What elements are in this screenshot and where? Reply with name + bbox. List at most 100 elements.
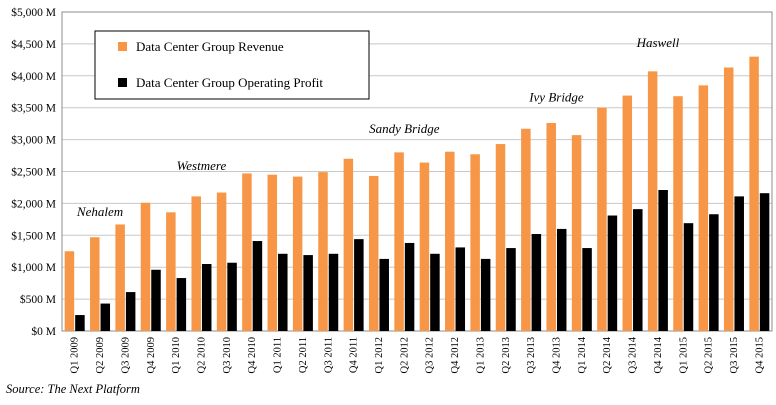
y-tick-label: $0 M [31, 325, 56, 338]
operating-profit-bar [430, 253, 440, 331]
revenue-bar [495, 144, 506, 331]
x-tick-label: Q4 2015 [754, 337, 765, 373]
revenue-bar [445, 151, 455, 331]
operating-profit-bar [683, 223, 694, 331]
x-tick-label: Q4 2010 [247, 337, 258, 373]
x-tick-label: Q2 2010 [196, 337, 207, 373]
x-tick-label: Q2 2015 [704, 337, 715, 373]
operating-profit-bar [75, 315, 85, 331]
operating-profit-bar [379, 258, 389, 331]
x-tick-label: Q3 2015 [729, 337, 740, 373]
source-note: Source: The Next Platform [6, 382, 140, 396]
x-tick-label: Q3 2010 [222, 337, 233, 373]
operating-profit-bar [328, 253, 339, 331]
revenue-bar [673, 96, 683, 331]
x-tick-label: Q3 2011 [323, 337, 334, 373]
y-tick-label: $1,000 M [11, 261, 56, 274]
revenue-bar [394, 152, 404, 331]
revenue-bar [698, 85, 709, 332]
operating-profit-bar [303, 255, 313, 331]
y-tick-label: $4,000 M [11, 70, 56, 83]
x-tick-label: Q3 2014 [628, 336, 639, 373]
x-tick-label: Q1 2012 [374, 337, 385, 373]
revenue-bar [597, 107, 607, 331]
revenue-bar [242, 173, 252, 331]
revenue-bar [140, 202, 151, 331]
operating-profit-bar [455, 247, 466, 331]
x-tick-label: Q2 2009 [95, 337, 106, 373]
operating-profit-bar [506, 248, 516, 331]
plot-border [61, 11, 773, 332]
revenue-bar [546, 123, 556, 332]
revenue-bar [419, 162, 430, 331]
x-tick-label: Q4 2013 [551, 337, 562, 373]
operating-profit-bar [734, 196, 744, 331]
x-tick-label: Q1 2011 [273, 337, 284, 373]
revenue-bar [647, 71, 658, 332]
x-tick-label: Q3 2009 [120, 337, 131, 373]
y-tick-label: $2,000 M [11, 197, 56, 210]
operating-profit-bar [480, 258, 491, 331]
x-tick-label: Q2 2013 [501, 337, 512, 373]
revenue-bar [470, 154, 480, 331]
operating-profit-bar [658, 190, 668, 331]
generation-annotation: Sandy Bridge [369, 121, 440, 136]
operating-profit-bar [582, 248, 592, 331]
operating-profit-bar [278, 253, 288, 331]
x-tick-label: Q2 2012 [399, 337, 410, 373]
operating-profit-bar [176, 278, 187, 331]
operating-profit-bar [633, 209, 643, 331]
legend-swatch-revenue [118, 42, 127, 51]
legend-box [94, 30, 370, 100]
generation-annotation: Westmere [177, 158, 227, 173]
x-tick-label: Q3 2012 [425, 337, 436, 373]
generation-annotation: Haswell [636, 35, 680, 50]
x-tick-label: Q1 2013 [475, 337, 486, 373]
operating-profit-bar [151, 269, 161, 331]
y-tick-label: $3,500 M [11, 102, 56, 115]
revenue-bar [571, 135, 582, 331]
operating-profit-bar [252, 241, 263, 331]
y-tick-label: $500 M [20, 293, 56, 306]
revenue-bar [622, 95, 633, 331]
operating-profit-bar [354, 239, 364, 331]
x-tick-label: Q3 2013 [526, 337, 537, 373]
revenue-bar [216, 192, 227, 331]
y-tick-label: $5,000 M [11, 6, 56, 19]
y-tick-label: $2,500 M [11, 166, 56, 179]
revenue-bar [318, 172, 328, 331]
x-tick-label: Q1 2014 [577, 336, 588, 373]
operating-profit-bar [100, 303, 111, 331]
revenue-bar [749, 56, 759, 331]
legend-label-operating-profit: Data Center Group Operating Profit [136, 75, 323, 90]
revenue-bar [90, 237, 100, 331]
operating-profit-bar [404, 242, 415, 331]
revenue-bar [521, 128, 531, 331]
y-tick-label: $1,500 M [11, 229, 56, 242]
x-tick-label: Q2 2011 [298, 337, 309, 373]
y-tick-label: $4,500 M [11, 38, 56, 51]
operating-profit-bar [759, 193, 770, 331]
x-tick-label: Q4 2011 [349, 337, 360, 373]
revenue-bar [368, 175, 379, 331]
y-tick-label: $3,000 M [11, 134, 56, 147]
revenue-bar [343, 158, 354, 331]
revenue-bar [723, 67, 734, 332]
revenue-bar [191, 196, 201, 331]
operating-profit-bar [607, 215, 618, 331]
x-tick-label: Q4 2014 [653, 336, 664, 373]
revenue-bar [292, 176, 303, 331]
operating-profit-bar [709, 214, 719, 331]
x-tick-label: Q4 2012 [450, 337, 461, 373]
x-tick-label: Q1 2009 [70, 337, 81, 373]
operating-profit-bar [201, 264, 212, 331]
x-tick-label: Q2 2014 [602, 336, 613, 373]
revenue-bar [267, 174, 278, 331]
generation-annotation: Ivy Bridge [528, 89, 584, 104]
operating-profit-bar [556, 228, 567, 331]
operating-profit-bar [531, 234, 542, 331]
revenue-bar [115, 224, 125, 331]
operating-profit-bar [125, 292, 136, 331]
